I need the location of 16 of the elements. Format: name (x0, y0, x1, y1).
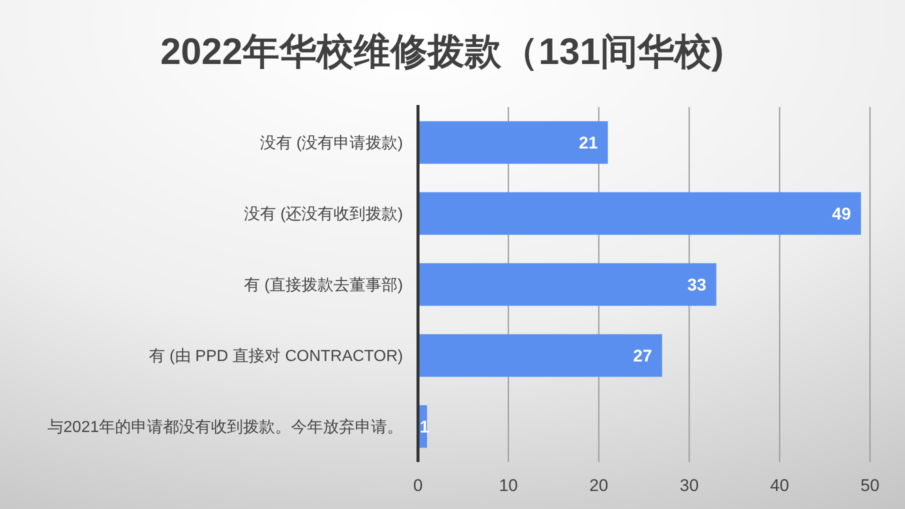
data-label: 27 (633, 346, 652, 366)
data-label: 33 (687, 275, 706, 294)
x-tick-label: 30 (680, 476, 699, 495)
data-label: 21 (578, 133, 598, 152)
y-tick-label: 有 (由 PPD 直接对 CONTRACTOR) (149, 347, 403, 366)
x-tick-label: 0 (413, 476, 423, 495)
y-tick-label: 没有 (还没有收到拨款) (244, 206, 403, 224)
chart-title: 2022年华校维修拨款（131间华校) (160, 31, 724, 72)
x-tick-label: 50 (860, 476, 880, 495)
data-label: 49 (832, 204, 851, 224)
x-tick-label: 10 (498, 476, 518, 495)
y-tick-label: 有 (直接拨款去董事部) (244, 276, 403, 294)
x-tick-label: 40 (770, 476, 790, 495)
y-tick-label: 没有 (没有申请拨款) (260, 134, 403, 152)
x-tick-label: 20 (589, 476, 608, 495)
y-tick-label: 与2021年的申请都没有收到拨款。今年放弃申请。 (47, 418, 403, 436)
